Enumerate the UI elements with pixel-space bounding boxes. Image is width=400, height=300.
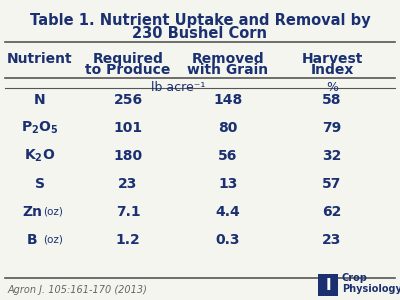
Text: 56: 56 xyxy=(218,149,238,163)
Text: 4.4: 4.4 xyxy=(216,205,240,219)
FancyBboxPatch shape xyxy=(318,274,338,296)
Text: lb acre⁻¹: lb acre⁻¹ xyxy=(151,81,205,94)
Text: $\mathbf{K_2O}$: $\mathbf{K_2O}$ xyxy=(24,148,56,164)
Text: Required: Required xyxy=(92,52,164,66)
Text: 80: 80 xyxy=(218,121,238,135)
Text: 256: 256 xyxy=(114,93,142,107)
Text: 101: 101 xyxy=(114,121,142,135)
Text: 7.1: 7.1 xyxy=(116,205,140,219)
Text: Index: Index xyxy=(310,63,354,77)
Text: 23: 23 xyxy=(322,233,342,247)
Text: S: S xyxy=(35,177,45,191)
Text: Table 1. Nutrient Uptake and Removal by: Table 1. Nutrient Uptake and Removal by xyxy=(30,13,370,28)
Text: 148: 148 xyxy=(213,93,243,107)
Text: 57: 57 xyxy=(322,177,342,191)
Text: Physiology: Physiology xyxy=(342,284,400,294)
Text: 180: 180 xyxy=(114,149,142,163)
Text: 62: 62 xyxy=(322,205,342,219)
Text: 0.3: 0.3 xyxy=(216,233,240,247)
Text: 32: 32 xyxy=(322,149,342,163)
Text: B: B xyxy=(27,233,37,247)
Text: N: N xyxy=(34,93,46,107)
Text: 79: 79 xyxy=(322,121,342,135)
Text: Removed: Removed xyxy=(192,52,264,66)
Text: I: I xyxy=(325,278,331,292)
Text: Crop: Crop xyxy=(342,273,368,283)
Text: Zn: Zn xyxy=(22,205,42,219)
Text: (oz): (oz) xyxy=(43,235,63,245)
Text: 23: 23 xyxy=(118,177,138,191)
Text: 13: 13 xyxy=(218,177,238,191)
Text: $\mathbf{P_2O_5}$: $\mathbf{P_2O_5}$ xyxy=(21,120,59,136)
Text: 1.2: 1.2 xyxy=(116,233,140,247)
Text: %: % xyxy=(326,81,338,94)
Text: Harvest: Harvest xyxy=(301,52,363,66)
Text: 230 Bushel Corn: 230 Bushel Corn xyxy=(132,26,268,41)
Text: to Produce: to Produce xyxy=(85,63,171,77)
Text: (oz): (oz) xyxy=(43,207,63,217)
Text: Nutrient: Nutrient xyxy=(7,52,73,66)
Text: Agron J. 105:161-170 (2013): Agron J. 105:161-170 (2013) xyxy=(8,285,148,295)
Text: with Grain: with Grain xyxy=(188,63,268,77)
Text: 58: 58 xyxy=(322,93,342,107)
